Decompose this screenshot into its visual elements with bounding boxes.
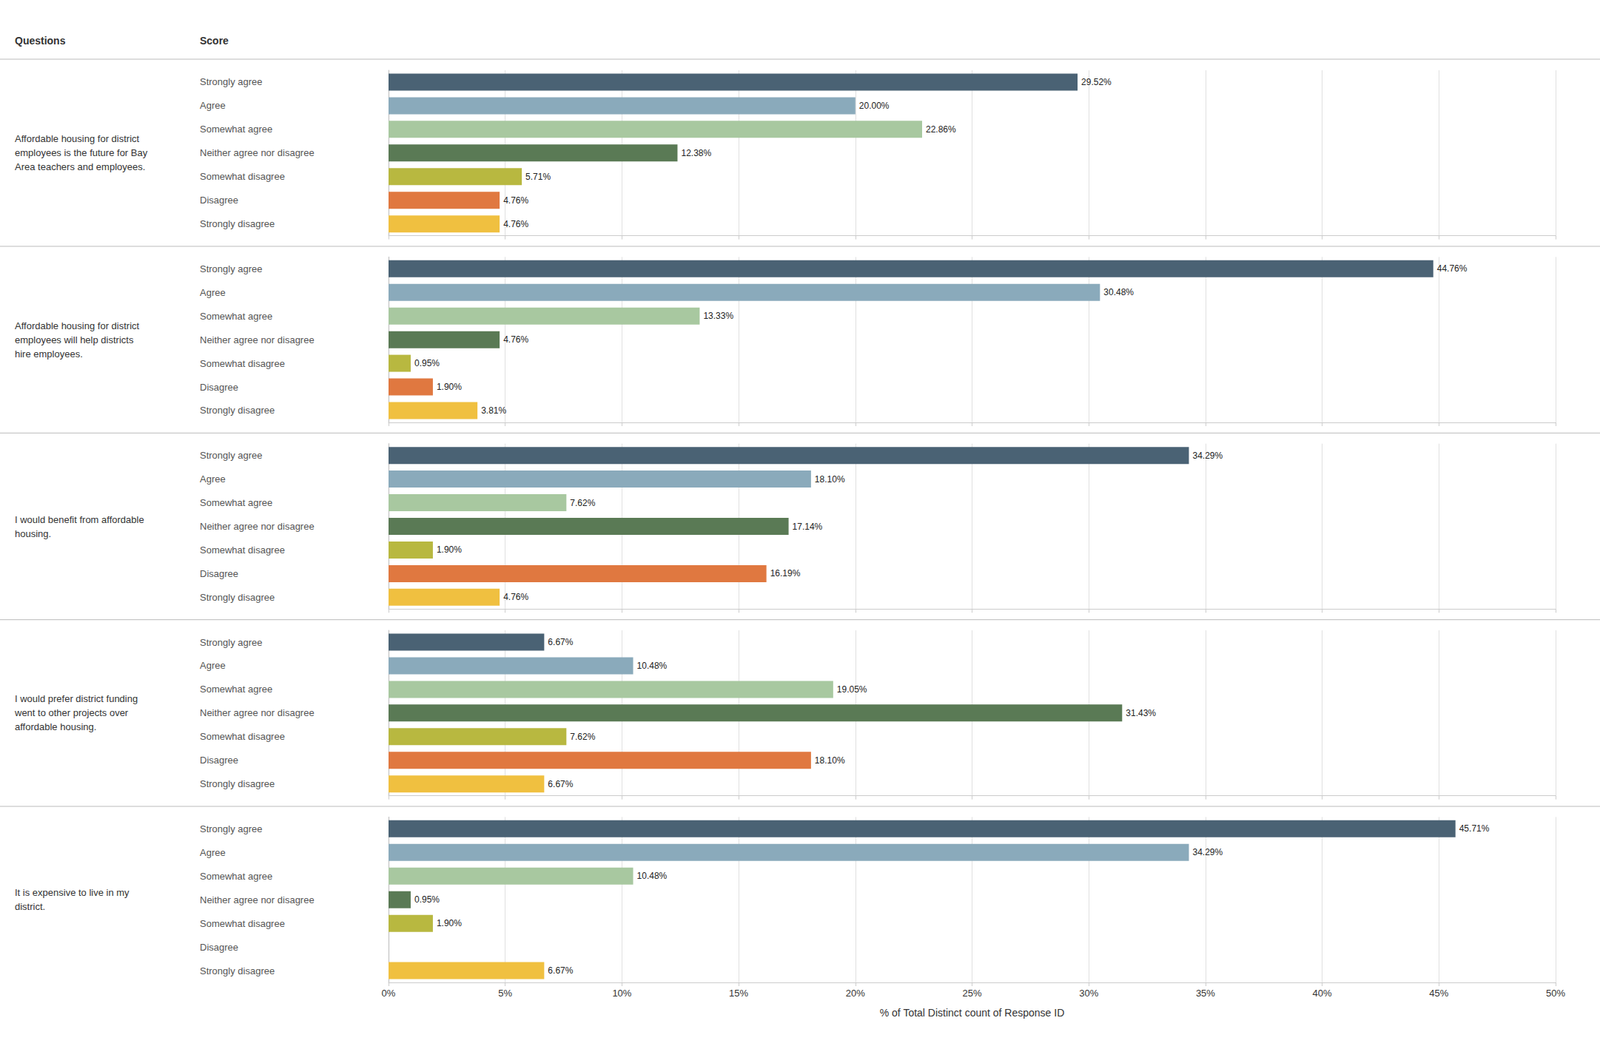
- svg-text:25%: 25%: [962, 987, 982, 1000]
- svg-text:Area teachers and employees.: Area teachers and employees.: [14, 161, 146, 173]
- svg-text:Strongly disagree: Strongly disagree: [199, 218, 275, 230]
- svg-text:Disagree: Disagree: [199, 568, 239, 580]
- svg-text:1.90%: 1.90%: [436, 381, 462, 393]
- svg-text:6.67%: 6.67%: [547, 779, 573, 790]
- svg-text:3.81%: 3.81%: [481, 405, 507, 416]
- svg-text:Somewhat disagree: Somewhat disagree: [199, 731, 285, 743]
- svg-text:0.95%: 0.95%: [414, 358, 440, 369]
- svg-text:Strongly agree: Strongly agree: [199, 263, 263, 275]
- svg-text:4.76%: 4.76%: [503, 592, 529, 603]
- svg-text:Agree: Agree: [199, 99, 226, 112]
- svg-text:44.76%: 44.76%: [1437, 263, 1468, 274]
- svg-text:6.67%: 6.67%: [547, 637, 573, 648]
- svg-text:Neither agree nor disagree: Neither agree nor disagree: [199, 707, 315, 719]
- svg-text:1.90%: 1.90%: [436, 544, 462, 556]
- svg-text:34.29%: 34.29%: [1192, 847, 1224, 858]
- svg-text:Somewhat disagree: Somewhat disagree: [199, 358, 285, 370]
- svg-text:4.76%: 4.76%: [503, 334, 529, 345]
- svg-text:district.: district.: [14, 901, 46, 913]
- svg-text:I would prefer district fundin: I would prefer district funding: [14, 693, 138, 705]
- svg-text:went to other projects over: went to other projects over: [14, 707, 129, 719]
- svg-text:10.48%: 10.48%: [637, 871, 668, 882]
- svg-text:4.76%: 4.76%: [503, 219, 529, 230]
- svg-text:20%: 20%: [845, 987, 866, 1000]
- svg-text:Disagree: Disagree: [199, 942, 239, 954]
- svg-text:0%: 0%: [381, 987, 396, 1000]
- svg-text:Somewhat disagree: Somewhat disagree: [199, 918, 285, 930]
- svg-text:Strongly disagree: Strongly disagree: [199, 965, 275, 977]
- svg-text:30%: 30%: [1079, 987, 1099, 1000]
- svg-text:18.10%: 18.10%: [814, 755, 846, 766]
- svg-text:Agree: Agree: [199, 847, 226, 859]
- svg-text:20.00%: 20.00%: [859, 100, 890, 112]
- svg-text:13.33%: 13.33%: [703, 310, 734, 322]
- svg-text:Somewhat agree: Somewhat agree: [199, 871, 273, 883]
- svg-text:5.71%: 5.71%: [525, 171, 551, 183]
- svg-text:18.10%: 18.10%: [814, 474, 846, 485]
- svg-text:22.86%: 22.86%: [925, 124, 957, 135]
- svg-text:Affordable housing for distric: Affordable housing for district: [14, 133, 140, 145]
- svg-text:hire employees.: hire employees.: [14, 348, 83, 360]
- svg-text:34.29%: 34.29%: [1192, 450, 1224, 462]
- svg-text:Strongly agree: Strongly agree: [199, 449, 263, 462]
- svg-text:12.38%: 12.38%: [680, 148, 712, 159]
- svg-text:45%: 45%: [1429, 987, 1449, 1000]
- svg-text:1.90%: 1.90%: [436, 918, 462, 929]
- svg-text:10%: 10%: [612, 987, 632, 1000]
- svg-text:Affordable housing for distric: Affordable housing for district: [14, 320, 140, 332]
- svg-text:Disagree: Disagree: [199, 754, 239, 766]
- svg-text:29.52%: 29.52%: [1081, 76, 1112, 88]
- svg-text:17.14%: 17.14%: [792, 521, 823, 533]
- svg-text:35%: 35%: [1195, 987, 1216, 1000]
- svg-text:Strongly agree: Strongly agree: [199, 823, 263, 835]
- svg-text:Strongly disagree: Strongly disagree: [199, 592, 275, 604]
- svg-text:Neither agree nor disagree: Neither agree nor disagree: [199, 334, 315, 346]
- svg-text:affordable housing.: affordable housing.: [14, 721, 97, 733]
- svg-text:Strongly agree: Strongly agree: [199, 637, 263, 649]
- svg-text:Disagree: Disagree: [199, 381, 239, 393]
- svg-text:31.43%: 31.43%: [1125, 708, 1156, 719]
- svg-text:0.95%: 0.95%: [414, 894, 440, 906]
- svg-text:Neither agree nor disagree: Neither agree nor disagree: [199, 894, 315, 906]
- svg-text:I would benefit from affordabl: I would benefit from affordable: [14, 514, 145, 526]
- svg-text:Strongly agree: Strongly agree: [199, 76, 263, 88]
- svg-text:45.71%: 45.71%: [1459, 823, 1490, 835]
- svg-text:15%: 15%: [728, 987, 749, 1000]
- svg-text:50%: 50%: [1545, 987, 1566, 1000]
- svg-text:19.05%: 19.05%: [837, 684, 868, 695]
- svg-text:40%: 40%: [1312, 987, 1333, 1000]
- svg-text:% of Total Distinct count of R: % of Total Distinct count of Response ID: [879, 1007, 1065, 1020]
- svg-text:Agree: Agree: [199, 660, 226, 672]
- svg-text:16.19%: 16.19%: [770, 568, 801, 579]
- svg-text:Strongly disagree: Strongly disagree: [199, 778, 275, 790]
- svg-text:Strongly disagree: Strongly disagree: [199, 404, 275, 416]
- svg-text:Agree: Agree: [199, 473, 226, 485]
- svg-text:Somewhat disagree: Somewhat disagree: [199, 544, 285, 556]
- svg-text:Somewhat agree: Somewhat agree: [199, 310, 273, 322]
- svg-text:4.76%: 4.76%: [503, 195, 529, 206]
- svg-text:10.48%: 10.48%: [637, 660, 668, 672]
- svg-text:Somewhat disagree: Somewhat disagree: [199, 170, 285, 183]
- svg-text:Questions: Questions: [14, 34, 66, 47]
- svg-text:housing.: housing.: [14, 528, 52, 540]
- svg-text:Agree: Agree: [199, 287, 226, 299]
- svg-text:employees will help districts: employees will help districts: [14, 334, 134, 346]
- svg-text:Neither agree nor disagree: Neither agree nor disagree: [199, 520, 315, 533]
- svg-text:7.62%: 7.62%: [569, 731, 596, 743]
- svg-text:5%: 5%: [498, 987, 513, 1000]
- svg-text:Somewhat agree: Somewhat agree: [199, 123, 273, 135]
- svg-text:Neither agree nor disagree: Neither agree nor disagree: [199, 147, 315, 159]
- svg-text:6.67%: 6.67%: [547, 965, 573, 977]
- svg-text:Score: Score: [199, 34, 229, 47]
- svg-text:Somewhat agree: Somewhat agree: [199, 683, 273, 695]
- svg-text:Disagree: Disagree: [199, 194, 239, 206]
- svg-text:30.48%: 30.48%: [1103, 287, 1134, 298]
- svg-text:It is expensive to live in my: It is expensive to live in my: [14, 887, 130, 899]
- svg-text:Somewhat agree: Somewhat agree: [199, 497, 273, 509]
- svg-text:employees is the future for Ba: employees is the future for Bay: [14, 147, 149, 159]
- svg-text:7.62%: 7.62%: [569, 498, 596, 509]
